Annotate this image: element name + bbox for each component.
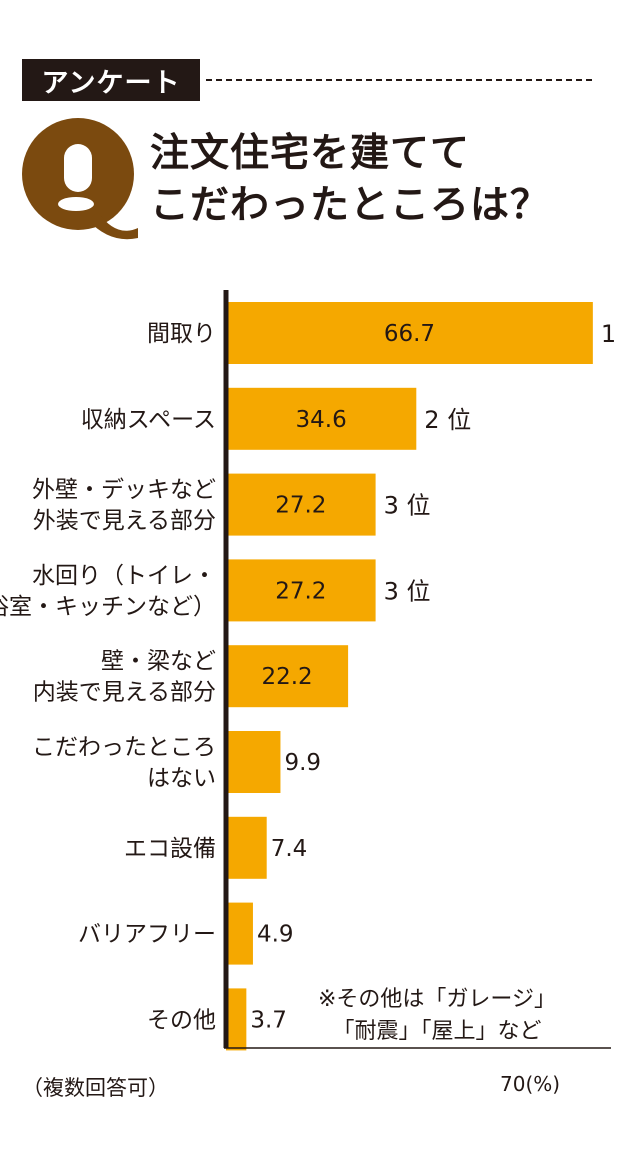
value-label-7: 7.4 (271, 836, 308, 862)
bar-8 (226, 902, 253, 965)
value-label-4: 27.2 (275, 578, 326, 604)
category-label-4-line-1: 水回り（トイレ・ (32, 563, 216, 589)
question-line-2: こだわったところは？ (150, 183, 551, 228)
category-label-6-line-1: こだわったところ (32, 735, 216, 761)
value-label-5: 22.2 (261, 664, 312, 690)
rank-label-3: 3 位 (384, 492, 431, 520)
bar-1 (226, 302, 593, 364)
rank-label-2: 2 位 (424, 406, 471, 434)
value-label-2: 34.6 (296, 407, 347, 433)
bar-9 (226, 988, 247, 1051)
bar-4 (226, 559, 376, 622)
survey-tag: アンケート (22, 59, 200, 101)
question-line-1: 注文住宅を建てて (150, 131, 471, 176)
category-label-4-line-2: 浴室・キッチンなど） (0, 594, 216, 620)
footnote: （複数回答可） (22, 1076, 169, 1100)
other-note-line-2: 「耐震」「屋上」など (332, 1019, 542, 1044)
x-axis-max-label: 70(%) (500, 1072, 561, 1096)
q-badge-icon (22, 118, 138, 240)
category-label-8: バリアフリー (78, 922, 216, 948)
category-label-5-line-1: 壁・梁など (101, 649, 216, 675)
bar-6 (226, 731, 281, 793)
rank-label-4: 3 位 (384, 577, 431, 605)
bar-5 (226, 645, 349, 708)
category-label-3-line-2: 外装で見える部分 (33, 508, 216, 534)
category-label-5-line-2: 内装で見える部分 (33, 680, 216, 706)
value-label-1: 66.7 (384, 321, 435, 347)
other-note-line-1: ※その他は「ガレージ」 (318, 987, 556, 1012)
category-label-9: その他 (147, 1007, 216, 1033)
question-title: 注文住宅を建てて こだわったところは？ (150, 128, 550, 232)
category-label-2: 収納スペース (81, 407, 216, 433)
category-label-6-line-2: はない (147, 766, 216, 792)
value-label-6: 9.9 (284, 750, 321, 776)
value-label-8: 4.9 (257, 922, 294, 948)
bar-3 (226, 473, 376, 536)
bar-7 (226, 816, 267, 879)
rank-label-1: 1 位 (601, 320, 618, 348)
other-note: ※その他は「ガレージ」 「耐震」「屋上」など (302, 984, 572, 1048)
value-label-9: 3.7 (250, 1007, 287, 1033)
bar-2 (226, 387, 417, 450)
category-label-1: 間取り (147, 321, 216, 347)
category-label-3-line-1: 外壁・デッキなど (32, 477, 216, 503)
value-label-3: 27.2 (275, 493, 326, 519)
category-label-7: エコ設備 (124, 836, 216, 862)
dashed-divider (206, 79, 592, 81)
